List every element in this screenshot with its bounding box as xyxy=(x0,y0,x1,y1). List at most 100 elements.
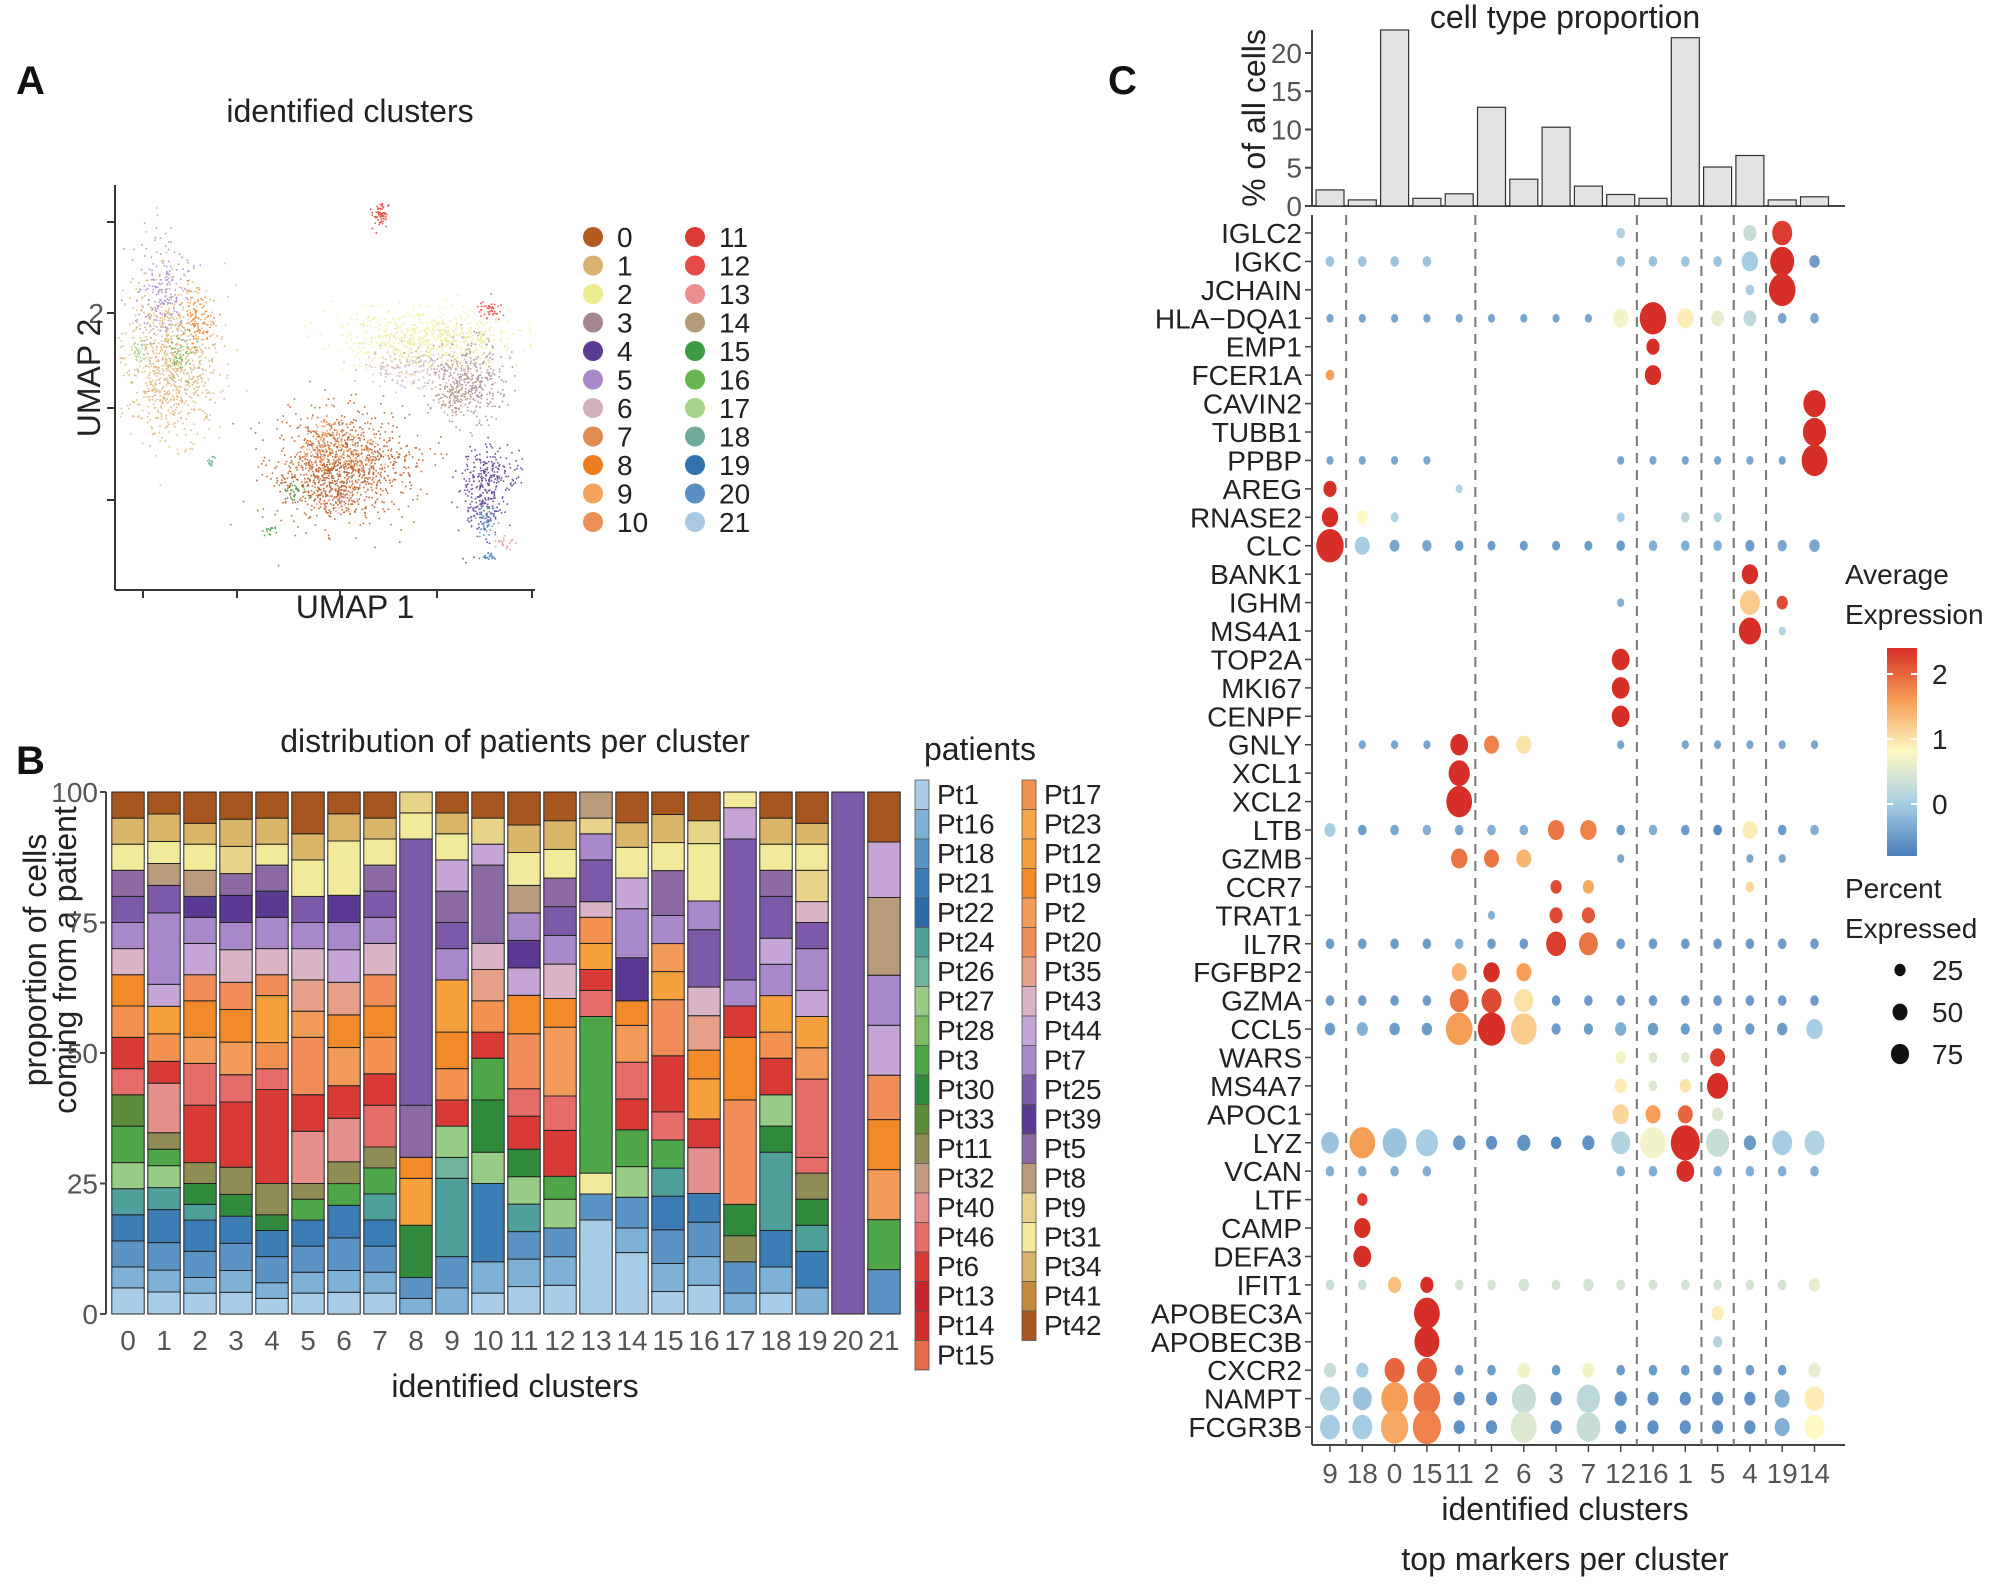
dot xyxy=(1649,456,1657,465)
dot xyxy=(1713,1279,1722,1291)
stack-segment xyxy=(723,979,757,1007)
dot xyxy=(1581,907,1595,924)
umap-cluster-17 xyxy=(133,337,147,370)
dot xyxy=(1326,313,1334,323)
dot xyxy=(1354,536,1370,555)
dot xyxy=(1389,539,1400,552)
stack-segment xyxy=(471,1183,505,1263)
dot xyxy=(1446,785,1473,818)
stack-segment xyxy=(327,1117,361,1163)
stack-segment xyxy=(147,1060,181,1084)
umap-cluster-2 xyxy=(304,294,532,386)
legend-swatch-cluster-21 xyxy=(685,512,705,532)
dot xyxy=(1487,1364,1496,1376)
color-legend-title-1: Average xyxy=(1845,559,1949,590)
stack-segment xyxy=(615,877,649,910)
legend-label-cluster-9: 9 xyxy=(617,479,633,510)
stack-segment xyxy=(363,1146,397,1169)
stack-segment xyxy=(507,824,541,853)
gene-label: BANK1 xyxy=(1210,559,1302,590)
stack-segment xyxy=(759,895,793,939)
dot xyxy=(1774,1418,1790,1437)
dot xyxy=(1390,512,1399,523)
dot xyxy=(1739,590,1760,615)
dot xyxy=(1580,820,1597,840)
dot xyxy=(1809,539,1820,552)
dot xyxy=(1810,995,1819,1006)
stack-segment xyxy=(111,1094,145,1127)
size-label: 50 xyxy=(1932,997,1963,1028)
stack-segment xyxy=(363,974,397,1007)
stack-segment xyxy=(435,1099,469,1127)
dot xyxy=(1390,256,1399,267)
legend-label-cluster-8: 8 xyxy=(617,450,633,481)
patient-label: Pt7 xyxy=(1044,1045,1086,1076)
stack-segment xyxy=(543,934,577,965)
legend-label-cluster-6: 6 xyxy=(617,393,633,424)
stack-xtick-label: 21 xyxy=(868,1325,899,1356)
stack-segment xyxy=(651,1291,685,1315)
size-label: 25 xyxy=(1932,955,1963,986)
dot xyxy=(1356,1362,1369,1378)
dot xyxy=(1670,1125,1700,1161)
dot xyxy=(1514,989,1534,1013)
stack-segment xyxy=(183,822,217,845)
dot xyxy=(1745,1364,1755,1376)
stack-segment xyxy=(291,948,325,981)
cluster-label: 5 xyxy=(1710,1458,1726,1489)
dot xyxy=(1808,1278,1821,1292)
dot xyxy=(1358,740,1366,750)
stack-bar-14 xyxy=(615,791,649,1315)
stack-segment xyxy=(255,817,289,845)
patient-label: Pt34 xyxy=(1044,1251,1102,1282)
dot xyxy=(1616,256,1625,267)
stack-segment xyxy=(507,1088,541,1117)
stack-segment xyxy=(363,817,397,840)
stack-segment xyxy=(255,995,289,1044)
patient-swatch xyxy=(1021,1074,1037,1105)
proportion-bar-15 xyxy=(1412,197,1442,207)
legend-label-cluster-1: 1 xyxy=(617,251,633,282)
size-legend: 25 50 75 xyxy=(1890,955,1963,1070)
dot xyxy=(1316,529,1344,563)
dot xyxy=(1615,1051,1626,1064)
patient-swatch xyxy=(1021,868,1037,899)
gene-label: CCL5 xyxy=(1230,1014,1302,1045)
patient-label: Pt27 xyxy=(937,986,995,1017)
cluster-label: 11 xyxy=(1445,1458,1474,1489)
patient-swatch xyxy=(1021,779,1037,810)
dot xyxy=(1777,540,1787,552)
stack-segment xyxy=(507,1258,541,1288)
dot xyxy=(1422,256,1432,267)
stack-segment xyxy=(183,895,217,918)
stack-segment xyxy=(327,1085,361,1119)
stack-segment xyxy=(471,1261,505,1294)
stack-segment xyxy=(759,1230,793,1268)
stack-segment xyxy=(219,1041,253,1076)
dot xyxy=(1648,1165,1658,1177)
dot xyxy=(1423,456,1431,465)
stack-segment xyxy=(219,1242,253,1272)
stack-segment xyxy=(543,1095,577,1131)
dot xyxy=(1358,1165,1367,1177)
dot xyxy=(1713,1336,1723,1348)
patient-swatch xyxy=(914,1045,930,1076)
stack-segment xyxy=(327,894,361,923)
stack-segment xyxy=(615,1098,649,1131)
dot xyxy=(1547,820,1565,840)
stack-bar-21 xyxy=(867,791,901,1315)
stack-segment xyxy=(435,1177,469,1258)
stack-segment xyxy=(795,1198,829,1226)
patient-label: Pt13 xyxy=(937,1281,995,1312)
dot xyxy=(1358,1279,1367,1291)
stack-segment xyxy=(543,877,577,908)
stack-segment xyxy=(183,974,217,1002)
stack-segment xyxy=(615,1129,649,1168)
dot xyxy=(1804,1386,1825,1411)
dot xyxy=(1381,1382,1408,1415)
umap-cluster-5 xyxy=(121,214,202,346)
dot xyxy=(1450,733,1469,756)
dot xyxy=(1741,564,1759,585)
patient-label: Pt19 xyxy=(1044,868,1102,899)
dot xyxy=(1804,1130,1825,1156)
